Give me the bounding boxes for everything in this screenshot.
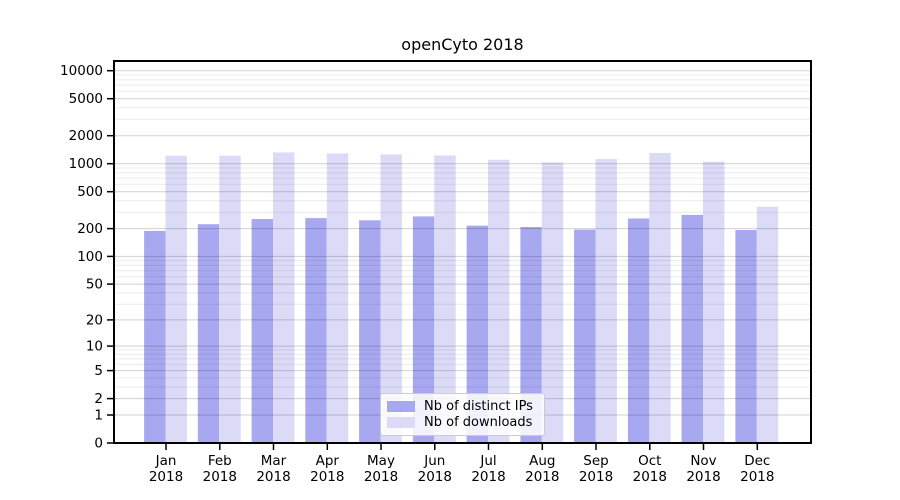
bar xyxy=(165,155,187,443)
grid-major xyxy=(114,70,811,416)
grid-minor xyxy=(114,74,811,388)
plot-border xyxy=(113,60,812,444)
y-tick-label: 10 xyxy=(86,339,103,355)
bar xyxy=(305,218,327,443)
bar xyxy=(197,224,220,443)
y-tick-label: 1000 xyxy=(69,156,103,172)
x-tick-label-month: Mar xyxy=(261,453,287,469)
y-tick-label: 2000 xyxy=(69,128,103,144)
legend-item-downloads: Nb of downloads xyxy=(387,415,536,430)
bar xyxy=(627,218,650,443)
bar xyxy=(380,154,402,443)
bars-series-1 xyxy=(165,152,779,443)
y-tick-label: 50 xyxy=(86,277,103,293)
x-tick-label-month: Jan xyxy=(155,453,177,469)
x-tick-label-year: 2018 xyxy=(256,469,290,485)
x-tick-label-month: May xyxy=(367,453,395,469)
x-tick-label-year: 2018 xyxy=(740,469,774,485)
bar xyxy=(412,216,435,443)
bar xyxy=(273,152,295,443)
x-tick-label-month: Feb xyxy=(208,453,232,469)
x-tick-label-month: Apr xyxy=(316,453,340,469)
y-axis: 0 12 5 10 20 50 100 200 500 1000 2000 5000 10000 xyxy=(60,63,114,452)
y-tick-label: 10000 xyxy=(60,63,103,79)
bar xyxy=(756,206,779,443)
bar xyxy=(488,159,510,443)
x-tick-label-year: 2018 xyxy=(525,469,559,485)
bar xyxy=(520,227,542,443)
bar xyxy=(735,230,757,443)
y-tick-label: 5000 xyxy=(69,91,103,107)
x-tick-label-year: 2018 xyxy=(686,469,720,485)
legend-item-distinct-ips: Nb of distinct IPs xyxy=(387,399,536,414)
legend: Nb of distinct IPs Nb of downloads xyxy=(380,393,545,436)
y-tick-label: 500 xyxy=(77,184,103,200)
x-tick-label-year: 2018 xyxy=(579,469,613,485)
x-tick-label-year: 2018 xyxy=(471,469,505,485)
x-axis: Jan2018Feb2018Mar2018Apr2018May2018Jun20… xyxy=(149,443,774,485)
bar xyxy=(649,153,671,443)
bar xyxy=(541,162,564,443)
x-tick-label-month: Sep xyxy=(583,453,608,469)
chart-title: openCyto 2018 xyxy=(401,35,524,54)
x-tick-label-year: 2018 xyxy=(203,469,237,485)
y-tick-label: 1 xyxy=(94,408,103,424)
bar xyxy=(703,161,725,443)
x-tick-label-year: 2018 xyxy=(633,469,667,485)
bar xyxy=(326,153,349,443)
legend-label-distinct-ips: Nb of distinct IPs xyxy=(424,399,533,414)
y-tick-label: 2 xyxy=(94,391,103,407)
x-tick-label-month: Oct xyxy=(638,453,661,469)
y-tick-label: 100 xyxy=(77,249,103,265)
y-tick-label: 5 xyxy=(94,363,103,379)
bar xyxy=(359,220,381,443)
y-tick-label: 0 xyxy=(94,436,103,452)
bar xyxy=(144,230,166,443)
legend-swatch-downloads-icon xyxy=(387,417,415,428)
bar xyxy=(219,155,241,443)
x-tick-label-year: 2018 xyxy=(149,469,183,485)
bars-series-0 xyxy=(144,214,757,443)
bar xyxy=(681,214,703,443)
bar xyxy=(595,159,617,443)
x-tick-label-year: 2018 xyxy=(310,469,344,485)
legend-swatch-distinct-ips-icon xyxy=(387,401,415,412)
x-tick-label-month: Nov xyxy=(690,453,716,469)
bar xyxy=(434,155,456,443)
x-tick-label-month: Dec xyxy=(744,453,770,469)
plot-group: 012510205010020050010002000500010000Jan2… xyxy=(60,60,812,485)
x-tick-label-month: Jun xyxy=(423,453,445,469)
x-tick-label-month: Aug xyxy=(529,453,555,469)
y-tick-label: 20 xyxy=(86,312,103,328)
y-tick-label: 200 xyxy=(77,221,103,237)
bar xyxy=(466,225,488,443)
bar xyxy=(251,219,273,443)
x-tick-label-year: 2018 xyxy=(364,469,398,485)
x-tick-label-month: Jul xyxy=(479,453,496,469)
x-tick-label-year: 2018 xyxy=(418,469,452,485)
legend-label-downloads: Nb of downloads xyxy=(424,415,533,430)
bar xyxy=(574,229,596,443)
